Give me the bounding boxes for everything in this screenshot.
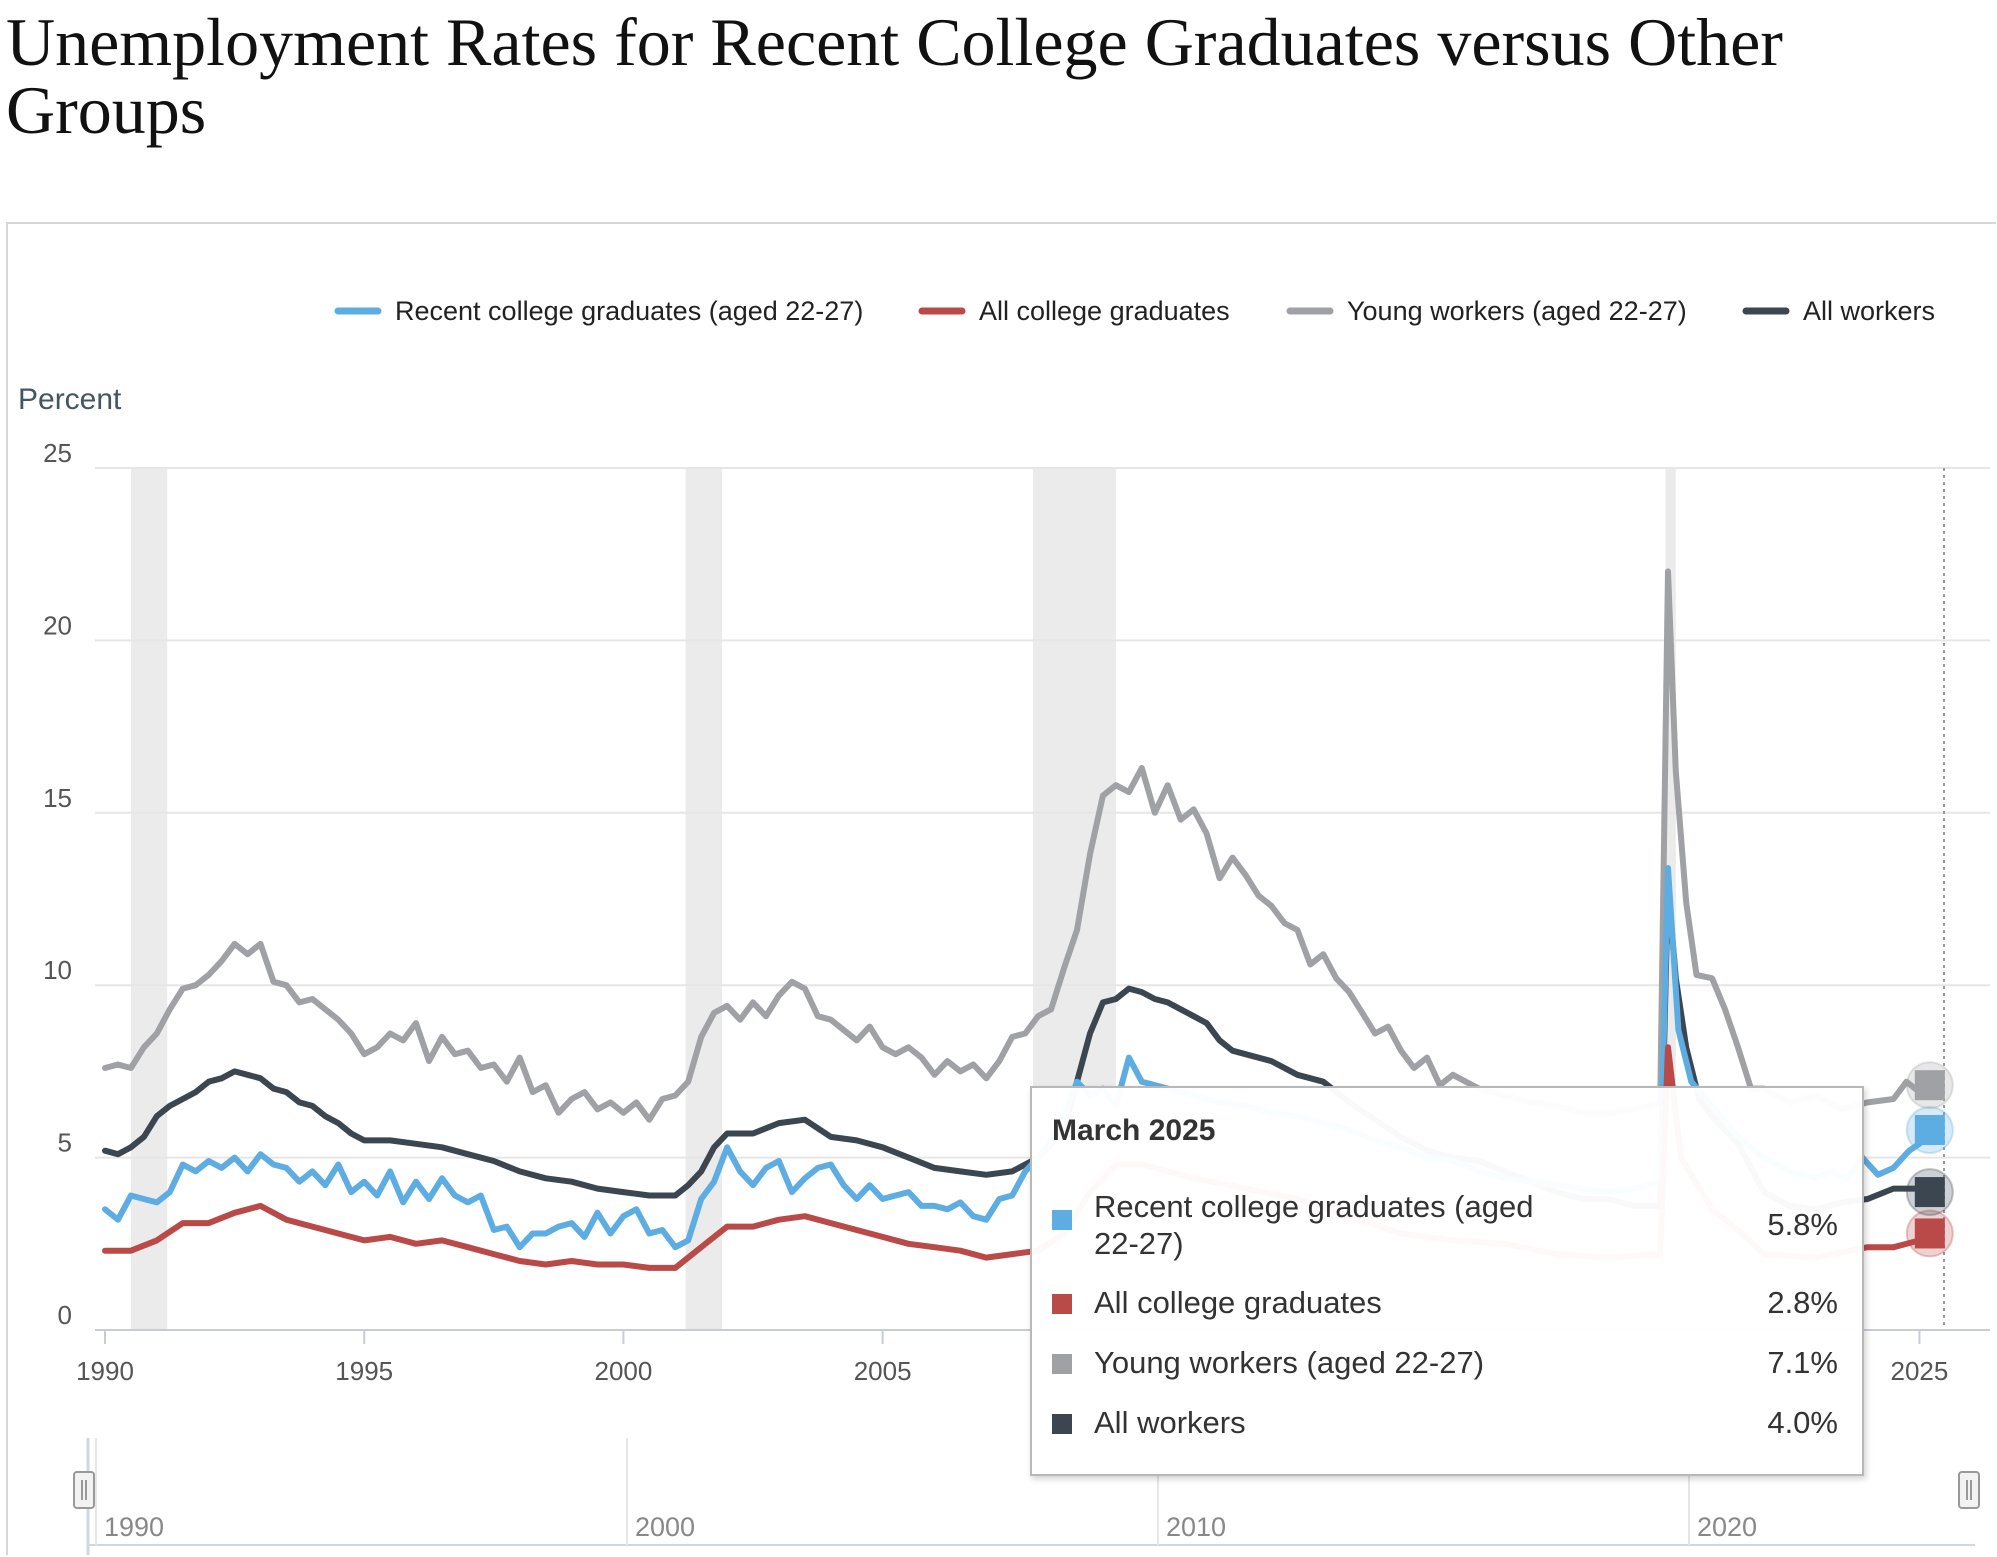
- tooltip-row-all-workers: All workers 4.0%: [1052, 1404, 1842, 1444]
- marker-point: [1914, 1218, 1945, 1249]
- swatch-all-grads: [1052, 1294, 1072, 1314]
- x-tick-label: 2000: [594, 1356, 652, 1386]
- chart-frame: [6, 222, 1996, 1555]
- legend-label: All college graduates: [979, 296, 1230, 326]
- y-axis-title: Percent: [18, 383, 122, 416]
- navigator-label: 2010: [1166, 1512, 1226, 1542]
- swatch-young-workers: [1052, 1354, 1072, 1374]
- legend: Recent college graduates (aged 22-27) All…: [334, 296, 1935, 326]
- navigator-handle-right[interactable]: [1958, 1471, 1980, 1509]
- recession-band: [685, 468, 722, 1330]
- tooltip: March 2025 Recent college graduates (age…: [1030, 1086, 1864, 1476]
- handle-body: [1958, 1471, 1980, 1509]
- navigator-handle-left[interactable]: [73, 1471, 95, 1509]
- marker-point: [1914, 1115, 1945, 1146]
- y-tick-label: 15: [43, 783, 72, 813]
- y-tick-label: 10: [43, 955, 72, 985]
- tooltip-value: 4.0%: [1767, 1405, 1838, 1440]
- x-tick-label: 2005: [854, 1356, 912, 1386]
- navigator-label: 1990: [104, 1512, 164, 1542]
- swatch-recent-grads: [1052, 1210, 1072, 1230]
- marker-point: [1914, 1070, 1945, 1101]
- marker-point: [1914, 1177, 1945, 1208]
- y-tick-label: 5: [58, 1128, 72, 1158]
- x-tick-label: 1990: [76, 1356, 134, 1386]
- navigator-label: 2020: [1697, 1512, 1757, 1542]
- handle-body: [73, 1471, 95, 1509]
- swatch-all-workers: [1052, 1414, 1072, 1434]
- tooltip-value: 5.8%: [1767, 1207, 1838, 1242]
- tooltip-row-all-grads: All college graduates 2.8%: [1052, 1284, 1842, 1324]
- tooltip-title: March 2025: [1052, 1114, 1216, 1147]
- y-tick-label: 0: [58, 1300, 72, 1330]
- y-tick-label: 20: [43, 610, 72, 640]
- recession-band: [130, 468, 168, 1330]
- tooltip-row-young-workers: Young workers (aged 22-27) 7.1%: [1052, 1344, 1842, 1384]
- legend-label: All workers: [1803, 296, 1935, 326]
- tooltip-label: Young workers (aged 22-27): [1094, 1345, 1485, 1380]
- tooltip-value: 2.8%: [1767, 1285, 1838, 1320]
- legend-label: Young workers (aged 22-27): [1347, 296, 1687, 326]
- tooltip-label: All college graduates: [1094, 1285, 1382, 1320]
- x-tick-label: 1995: [335, 1356, 393, 1386]
- end-markers: [1905, 1061, 1954, 1258]
- x-tick-label: 2025: [1891, 1356, 1949, 1386]
- tooltip-row-recent-grads: Recent college graduates (aged 22-27) 5.…: [1052, 1188, 1842, 1268]
- page-title: Unemployment Rates for Recent College Gr…: [6, 4, 1783, 148]
- tooltip-value: 7.1%: [1767, 1345, 1838, 1380]
- tooltip-label: Recent college graduates (aged 22-27): [1094, 1189, 1534, 1261]
- tooltip-label: All workers: [1094, 1405, 1246, 1440]
- y-tick-label: 25: [43, 438, 72, 468]
- navigator-label: 2000: [635, 1512, 695, 1542]
- series-line: [102, 568, 1933, 1123]
- legend-label: Recent college graduates (aged 22-27): [395, 296, 863, 326]
